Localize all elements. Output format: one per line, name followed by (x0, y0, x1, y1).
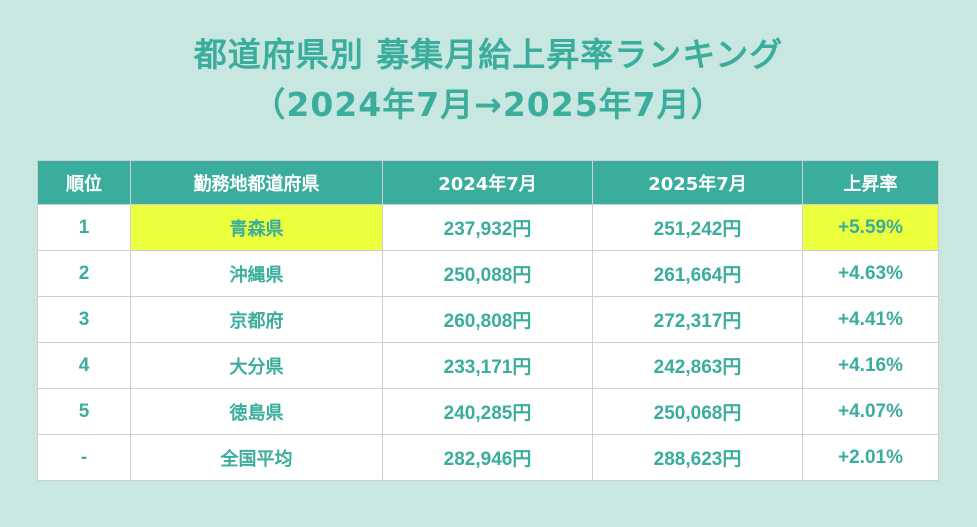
rank-cell: 3 (37, 296, 131, 343)
rate-cell: +4.16% (802, 342, 939, 389)
header-2025: 2025年7月 (592, 160, 803, 205)
table-header-row: 順位 勤務地都道府県 2024年7月 2025年7月 上昇率 (37, 160, 939, 205)
table-row: 1 青森県 237,932円 251,242円 +5.59% (37, 204, 939, 251)
salary-2025-cell: 288,623円 (592, 434, 803, 481)
rank-cell: 4 (37, 342, 131, 389)
rank-cell: 5 (37, 388, 131, 435)
page-subtitle: （2024年7月→2025年7月） (252, 85, 725, 124)
prefecture-cell: 青森県 (130, 204, 383, 251)
salary-2024-cell: 250,088円 (382, 250, 593, 297)
table-row: 4 大分県 233,171円 242,863円 +4.16% (37, 342, 939, 389)
prefecture-cell: 全国平均 (130, 434, 383, 481)
prefecture-cell: 徳島県 (130, 388, 383, 435)
prefecture-cell: 京都府 (130, 296, 383, 343)
rate-cell: +2.01% (802, 434, 939, 481)
table-row: - 全国平均 282,946円 288,623円 +2.01% (37, 434, 939, 481)
salary-2024-cell: 237,932円 (382, 204, 593, 251)
ranking-table: 順位 勤務地都道府県 2024年7月 2025年7月 上昇率 1 青森県 237,9… (37, 160, 939, 481)
salary-2025-cell: 251,242円 (592, 204, 803, 251)
table-row: 5 徳島県 240,285円 250,068円 +4.07% (37, 388, 939, 435)
salary-2024-cell: 240,285円 (382, 388, 593, 435)
salary-2024-cell: 260,808円 (382, 296, 593, 343)
header-rate: 上昇率 (802, 160, 939, 205)
prefecture-cell: 沖縄県 (130, 250, 383, 297)
table-row: 3 京都府 260,808円 272,317円 +4.41% (37, 296, 939, 343)
header-rank: 順位 (37, 160, 131, 205)
salary-2024-cell: 282,946円 (382, 434, 593, 481)
table-row: 2 沖縄県 250,088円 261,664円 +4.63% (37, 250, 939, 297)
rank-cell: 2 (37, 250, 131, 297)
salary-2025-cell: 261,664円 (592, 250, 803, 297)
rate-cell: +4.07% (802, 388, 939, 435)
rate-cell: +4.41% (802, 296, 939, 343)
prefecture-cell: 大分県 (130, 342, 383, 389)
rank-cell: - (37, 434, 131, 481)
salary-2025-cell: 250,068円 (592, 388, 803, 435)
rank-cell: 1 (37, 204, 131, 251)
header-prefecture: 勤務地都道府県 (130, 160, 383, 205)
page-title: 都道府県別 募集月給上昇率ランキング (193, 35, 784, 74)
header-2024: 2024年7月 (382, 160, 593, 205)
salary-2025-cell: 272,317円 (592, 296, 803, 343)
salary-2024-cell: 233,171円 (382, 342, 593, 389)
rate-cell: +4.63% (802, 250, 939, 297)
rate-cell: +5.59% (802, 204, 939, 251)
salary-2025-cell: 242,863円 (592, 342, 803, 389)
